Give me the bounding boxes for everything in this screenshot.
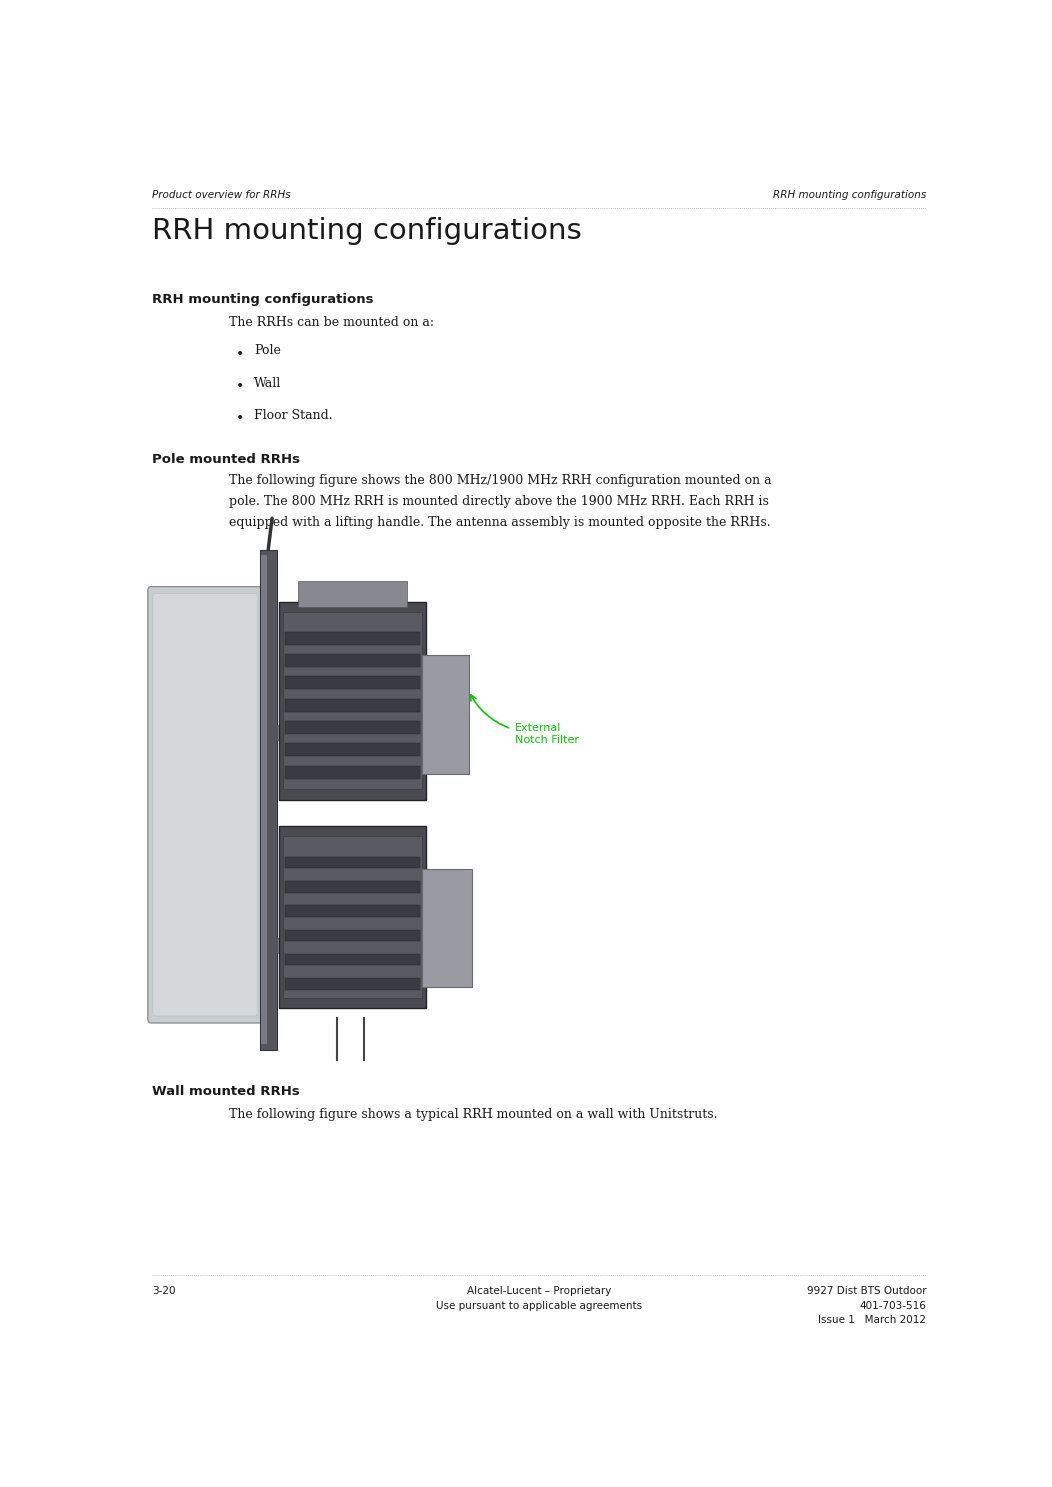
Bar (298, 581, 407, 607)
Bar (422, 868, 472, 987)
Bar (277, 938, 279, 953)
Bar (285, 857, 420, 868)
Bar (285, 955, 420, 965)
Text: 401-703-516: 401-703-516 (859, 1301, 927, 1310)
Bar (285, 880, 420, 892)
Bar (279, 602, 426, 800)
Text: Alcatel-Lucent – Proprietary: Alcatel-Lucent – Proprietary (467, 1286, 611, 1295)
Text: •: • (236, 381, 244, 394)
Bar (285, 978, 420, 990)
Text: The following figure shows a typical RRH mounted on a wall with Unitstruts.: The following figure shows a typical RRH… (229, 1108, 717, 1121)
Bar (285, 677, 420, 690)
Text: External
Notch Filter: External Notch Filter (515, 723, 580, 745)
Text: Floor Stand.: Floor Stand. (254, 409, 332, 422)
Text: •: • (236, 412, 244, 425)
Bar (283, 613, 422, 790)
Bar (285, 766, 420, 779)
Text: Wall: Wall (254, 376, 281, 390)
FancyBboxPatch shape (153, 593, 258, 1016)
Bar (136, 540, 523, 1060)
Bar (422, 654, 468, 773)
Bar (279, 825, 426, 1008)
Text: RRH mounting configurations: RRH mounting configurations (773, 190, 927, 199)
Text: 9927 Dist BTS Outdoor: 9927 Dist BTS Outdoor (807, 1286, 927, 1295)
Text: Wall mounted RRHs: Wall mounted RRHs (151, 1086, 300, 1099)
Text: Use pursuant to applicable agreements: Use pursuant to applicable agreements (437, 1301, 642, 1310)
Bar (260, 550, 277, 1050)
Text: Issue 1   March 2012: Issue 1 March 2012 (818, 1316, 927, 1325)
Bar (262, 555, 266, 1044)
Bar (283, 836, 422, 998)
Bar (285, 929, 420, 941)
FancyBboxPatch shape (148, 587, 263, 1023)
Text: 3-20: 3-20 (151, 1286, 176, 1295)
Text: RRH mounting configurations: RRH mounting configurations (151, 293, 373, 306)
Text: pole. The 800 MHz RRH is mounted directly above the 1900 MHz RRH. Each RRH is: pole. The 800 MHz RRH is mounted directl… (229, 495, 769, 509)
Bar (285, 906, 420, 917)
Text: RRH mounting configurations: RRH mounting configurations (151, 217, 582, 245)
Bar (277, 724, 279, 741)
Text: •: • (236, 348, 244, 361)
Text: Pole: Pole (254, 345, 281, 357)
Text: Product overview for RRHs: Product overview for RRHs (151, 190, 290, 199)
Text: equipped with a lifting handle. The antenna assembly is mounted opposite the RRH: equipped with a lifting handle. The ante… (229, 516, 771, 529)
Bar (285, 699, 420, 712)
Text: Pole mounted RRHs: Pole mounted RRHs (151, 454, 300, 467)
Bar (285, 744, 420, 757)
Bar (285, 632, 420, 645)
Bar (285, 721, 420, 735)
Text: The following figure shows the 800 MHz/1900 MHz RRH configuration mounted on a: The following figure shows the 800 MHz/1… (229, 474, 772, 486)
Bar (285, 654, 420, 668)
Text: The RRHs can be mounted on a:: The RRHs can be mounted on a: (229, 315, 434, 329)
